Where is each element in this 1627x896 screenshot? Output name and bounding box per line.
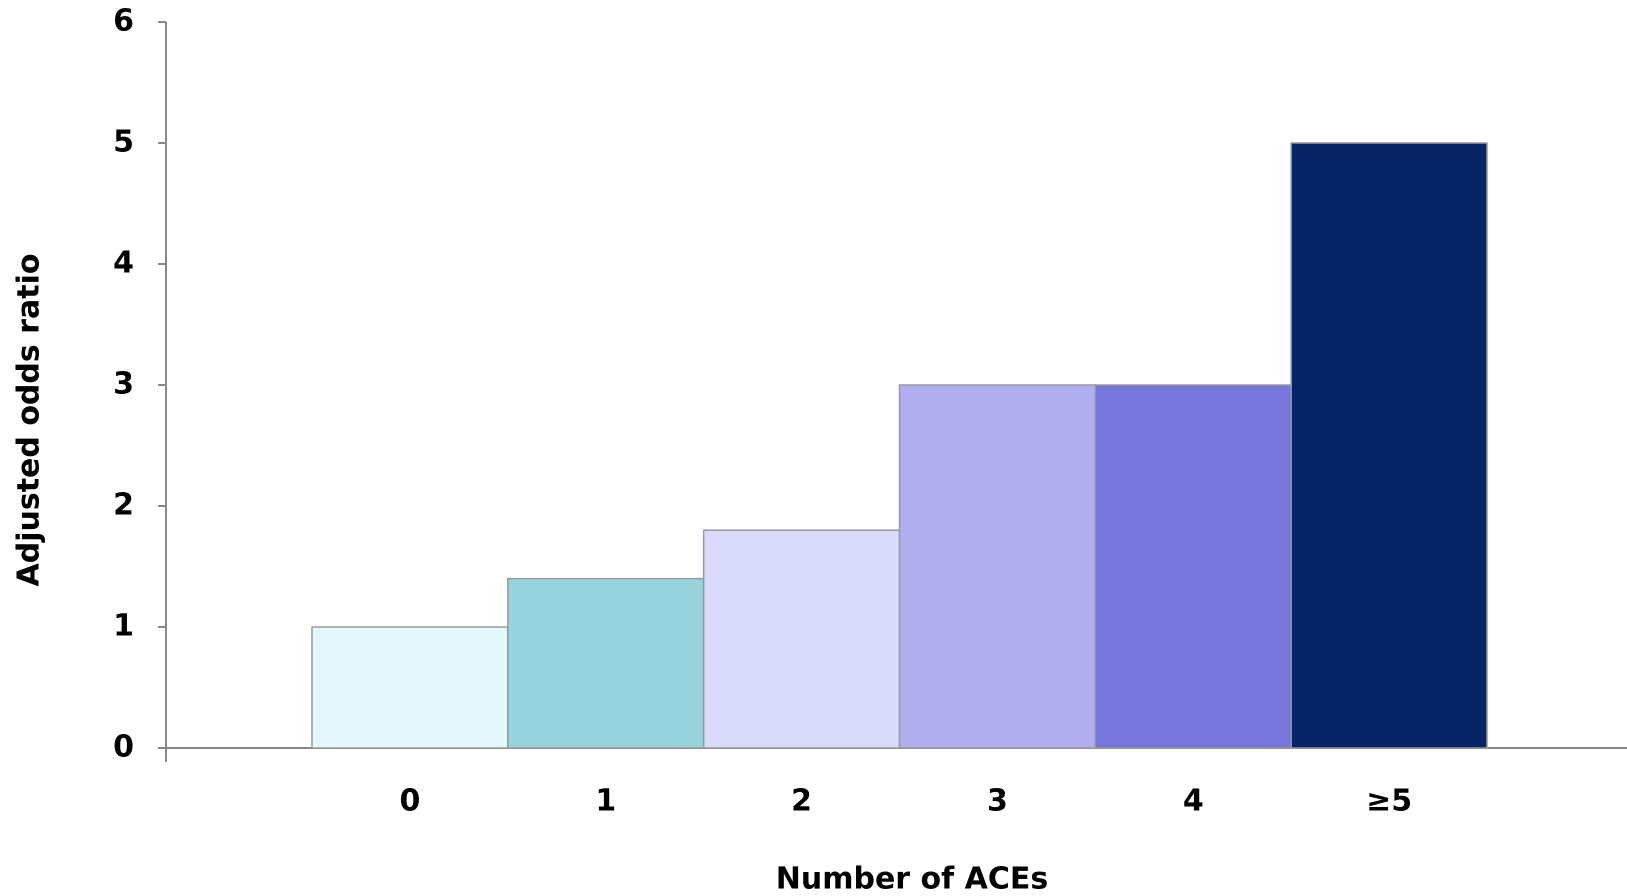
x-tick-label: 3	[987, 784, 1008, 819]
x-tick-label: 0	[399, 784, 420, 819]
x-tick-label: 2	[791, 784, 812, 819]
x-axis-label: Number of ACEs	[776, 862, 1048, 896]
bar	[1290, 142, 1488, 749]
y-tick-label: 6	[113, 4, 134, 39]
y-tick-label: 3	[113, 367, 134, 402]
bar	[898, 384, 1097, 749]
y-axis-label: Adjusted odds ratio	[12, 254, 47, 587]
x-tick-label: ≥5	[1366, 784, 1412, 819]
y-tick-label: 0	[113, 730, 134, 765]
x-tick-label: 4	[1183, 784, 1204, 819]
x-tick-label: 1	[595, 784, 616, 819]
y-tick-label: 1	[113, 609, 134, 644]
bar	[311, 626, 509, 749]
y-tick-label: 5	[113, 125, 134, 160]
bar	[507, 577, 705, 749]
bar	[1094, 384, 1292, 749]
y-tick-label: 4	[113, 246, 134, 281]
bar	[702, 529, 901, 749]
y-tick-label: 2	[113, 488, 134, 523]
